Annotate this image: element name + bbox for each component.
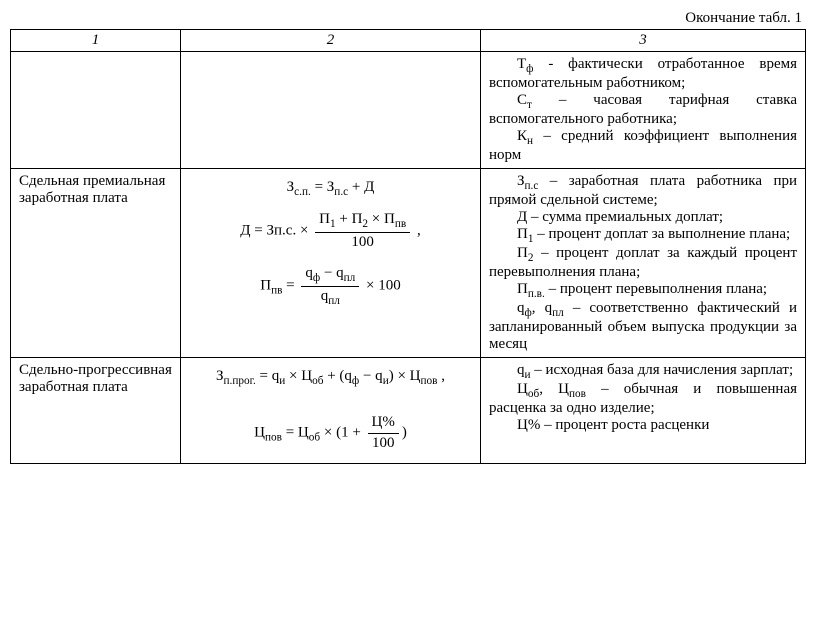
table-row: Сдельная премиальная заработная плата Зс… — [11, 169, 806, 358]
table-caption: Окончание табл. 1 — [10, 10, 806, 27]
table-row: Сдельно-прогрессивная заработная плата З… — [11, 358, 806, 464]
cell-formula — [181, 52, 481, 169]
table-row: Тф - фактически отработанное время вспом… — [11, 52, 806, 169]
cell-description: Тф - фактически отработанное время вспом… — [481, 52, 806, 169]
cell-description: qи – исходная база для начисления зарпла… — [481, 358, 806, 464]
cell-name: Сдельно-прогрессивная заработная плата — [11, 358, 181, 464]
col-1-header: 1 — [11, 30, 181, 52]
wage-table: 1 2 3 Тф - фактически отработанное время… — [10, 29, 806, 464]
cell-name: Сдельная премиальная заработная плата — [11, 169, 181, 358]
cell-formula: Зп.прог. = qи × Цоб + (qф − qи) × Цпов ,… — [181, 358, 481, 464]
cell-description: Зп.с – заработная плата работника при пр… — [481, 169, 806, 358]
cell-name — [11, 52, 181, 169]
header-row: 1 2 3 — [11, 30, 806, 52]
col-3-header: 3 — [481, 30, 806, 52]
col-2-header: 2 — [181, 30, 481, 52]
cell-formula: Зс.п. = Зп.с + Д Д = Зп.с. × П1 + П2 × П… — [181, 169, 481, 358]
